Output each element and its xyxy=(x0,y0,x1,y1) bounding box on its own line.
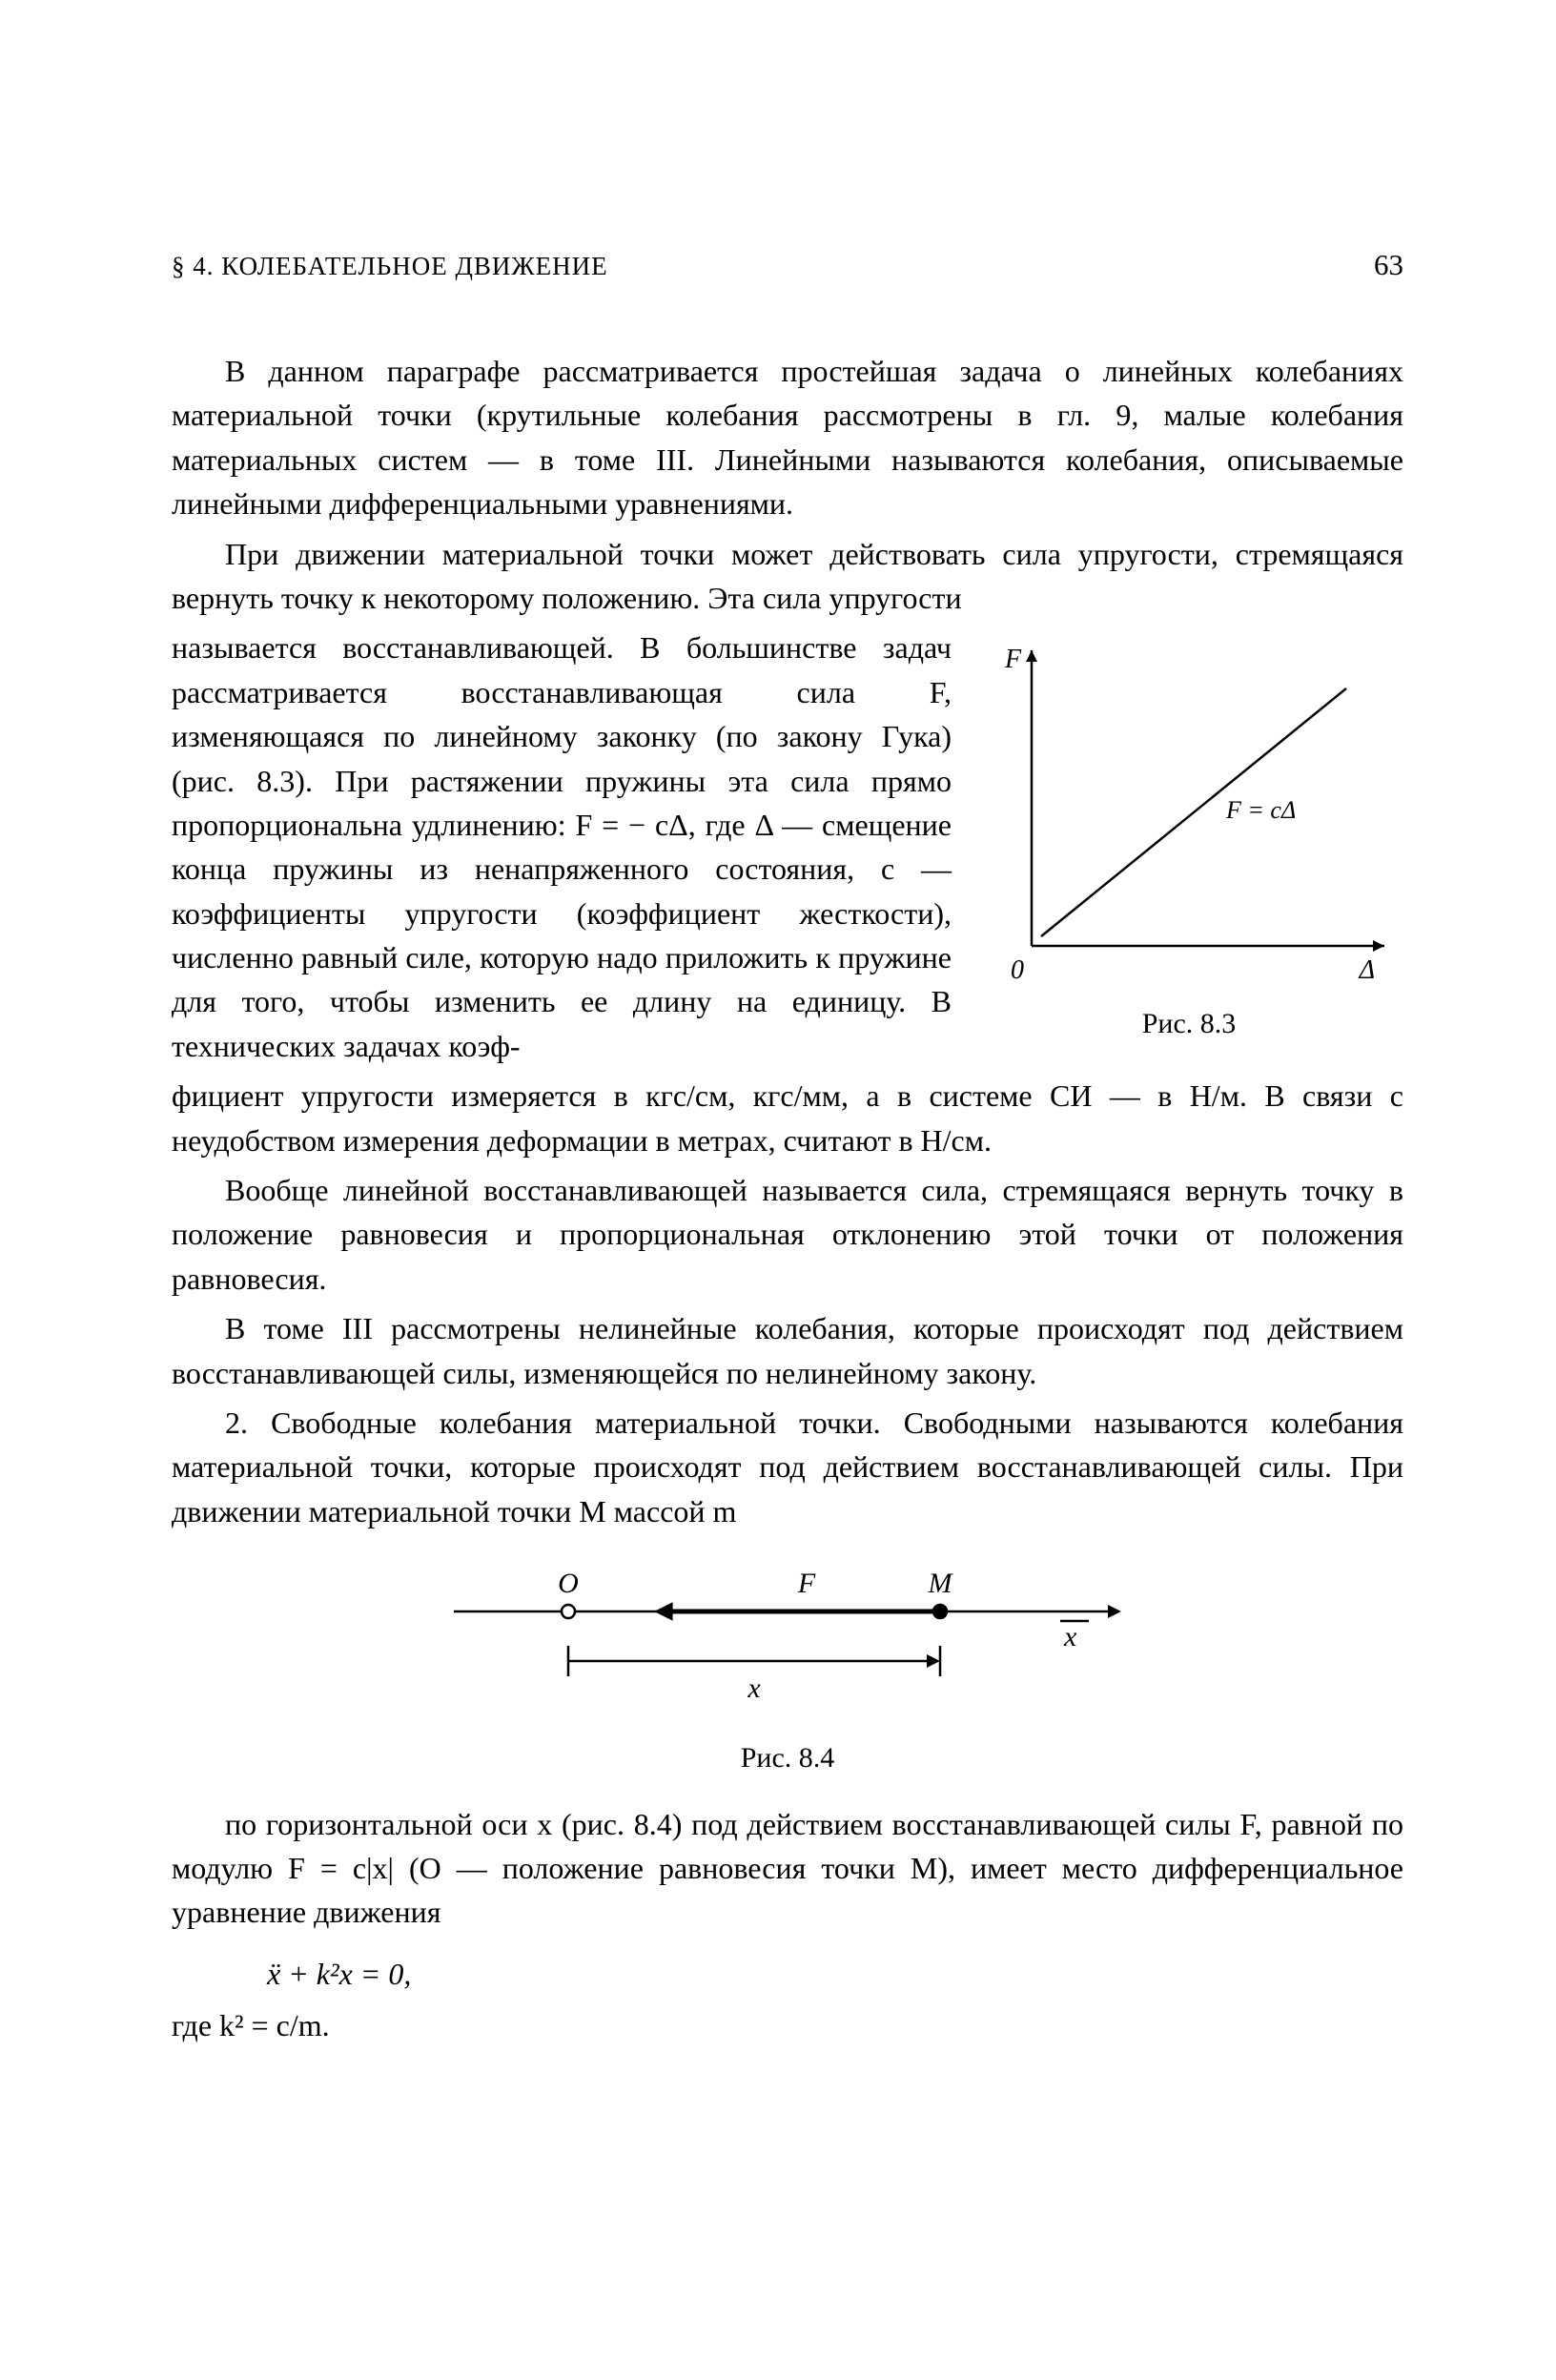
differential-equation: ẍ + k²x = 0, xyxy=(267,1952,1403,1996)
figure-8-4-caption: Рис. 8.4 xyxy=(172,1737,1403,1779)
paragraph-intro: В данном параграфе рассматривается прост… xyxy=(172,349,1403,526)
paragraph-nonlinear-note: В томе III рассмотрены нелинейные колеба… xyxy=(172,1306,1403,1395)
body-text: В данном параграфе рассматривается прост… xyxy=(172,349,1403,2048)
figure-8-3: F Δ 0 F = cΔ Рис. 8.3 xyxy=(974,631,1403,1045)
figure-8-3-svg: F Δ 0 F = cΔ xyxy=(984,631,1394,994)
svg-text:O: O xyxy=(558,1568,579,1599)
svg-text:0: 0 xyxy=(1011,955,1024,985)
svg-text:M: M xyxy=(928,1568,954,1599)
paragraph-restoring-tail: фициент упругости измеряется в кгс/см, к… xyxy=(172,1074,1403,1162)
section-title: § 4. КОЛЕБАТЕЛЬНОЕ ДВИЖЕНИЕ xyxy=(172,252,608,281)
paragraph-after-fig84: по горизонтальной оси x (рис. 8.4) под д… xyxy=(172,1802,1403,1935)
figure-8-4: O F Mx x Рис. 8.4 xyxy=(172,1556,1403,1779)
svg-text:x: x xyxy=(1063,1621,1077,1652)
paragraph-free-oscillations: 2. Свободные колебания материальной точк… xyxy=(172,1401,1403,1533)
paragraph-restoring-lead: При движении материальной точки может де… xyxy=(172,532,1403,621)
svg-text:F: F xyxy=(1004,645,1022,674)
svg-text:F: F xyxy=(797,1568,816,1599)
page: § 4. КОЛЕБАТЕЛЬНОЕ ДВИЖЕНИЕ 63 В данном … xyxy=(0,0,1556,2380)
paragraph-linear-restoring: Вообще линейной восстанавливающей называ… xyxy=(172,1168,1403,1301)
wrap-block-fig83: FΔ0F = cΔ Рис. 8.3 называется восстанавл… xyxy=(172,626,1403,1074)
page-header: § 4. КОЛЕБАТЕЛЬНОЕ ДВИЖЕНИЕ 63 xyxy=(172,248,1403,282)
svg-text:F = cΔ: F = cΔ xyxy=(1225,796,1296,824)
figure-8-3-caption: Рис. 8.3 xyxy=(974,1003,1403,1045)
svg-text:Δ: Δ xyxy=(1359,955,1375,985)
page-number: 63 xyxy=(1374,248,1403,282)
equation-where: где k² = c/m. xyxy=(172,2003,1403,2047)
figure-8-4-svg: O F Mx x xyxy=(425,1556,1150,1728)
svg-text:x: x xyxy=(747,1672,761,1704)
